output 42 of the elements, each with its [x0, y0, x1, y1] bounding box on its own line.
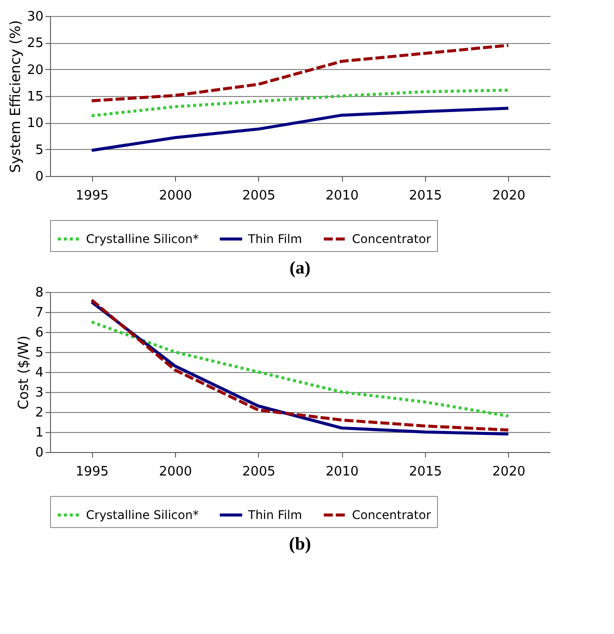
line-series — [90, 88, 510, 118]
y-tick-label: 3 — [35, 386, 44, 400]
x-tick-label: 2010 — [326, 188, 359, 204]
x-tick-label: 2015 — [408, 464, 442, 480]
y-tick-label: 25 — [26, 36, 44, 52]
y-tick-label: 10 — [26, 116, 44, 132]
legend-label: Thin Film — [247, 232, 302, 246]
y-tick-label: 4 — [35, 366, 44, 380]
x-tick-label: 2020 — [492, 464, 526, 480]
legend-label: Concentrator — [352, 232, 431, 246]
y-tick-label: 2 — [35, 406, 44, 420]
legend-label: Thin Film — [247, 508, 302, 522]
x-tick-label: 2020 — [492, 188, 526, 204]
y-axis-title: Cost ($/W) — [16, 336, 32, 410]
y-tick-label: 5 — [35, 142, 44, 158]
y-tick-label: 1 — [35, 426, 44, 440]
line-series — [90, 106, 510, 152]
y-tick-label: 8 — [35, 286, 44, 300]
line-series — [90, 44, 510, 102]
y-tick-label: 15 — [26, 90, 44, 104]
x-tick-label: 2005 — [242, 464, 276, 480]
y-tick-label: 7 — [35, 306, 44, 320]
x-tick-label: 2005 — [242, 188, 276, 204]
y-tick-label: 20 — [26, 62, 44, 78]
y-tick-label: 6 — [35, 326, 44, 340]
legend-label: Concentrator — [352, 508, 431, 522]
legend-label: Crystalline Silicon* — [86, 508, 199, 522]
x-tick-label: 2000 — [158, 188, 192, 204]
y-tick-label: 0 — [35, 446, 44, 460]
y-tick-label: 0 — [35, 170, 44, 184]
y-tick-label: 5 — [35, 346, 44, 360]
text: (b) — [289, 534, 312, 554]
x-tick-label: 2010 — [326, 464, 359, 480]
x-tick-label: 2000 — [158, 464, 192, 480]
x-tick-label: 1995 — [76, 188, 109, 204]
text: (a) — [290, 258, 310, 278]
y-tick-label: 30 — [26, 10, 44, 24]
y-axis-title: System Efficiency (%) — [8, 20, 24, 173]
legend-label: Crystalline Silicon* — [86, 232, 199, 246]
line-series — [90, 320, 510, 418]
x-tick-label: 1995 — [76, 464, 109, 480]
x-tick-label: 2015 — [408, 188, 442, 204]
